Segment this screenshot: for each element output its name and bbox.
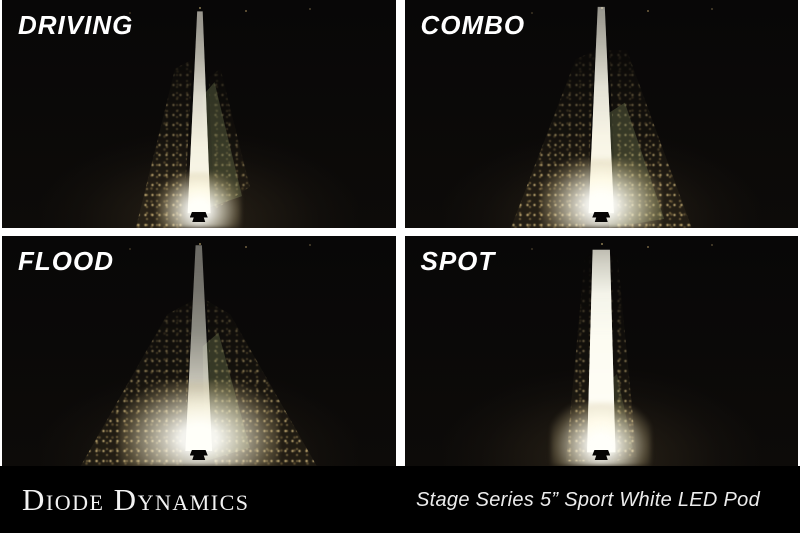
panel-label-driving: DRIVING — [18, 10, 134, 40]
panel-spot: SPOT — [404, 236, 798, 466]
distant-lights — [198, 243, 201, 245]
brand-logo-text: Diode Dynamics — [22, 482, 250, 517]
distant-lights — [601, 243, 604, 245]
panel-combo: COMBO — [404, 0, 798, 228]
panel-label-flood: FLOOD — [18, 246, 114, 276]
led-pod-silhouette — [592, 212, 611, 222]
led-pod-silhouette — [592, 450, 611, 460]
photo-grid: DRIVING COMBO FLOOD — [0, 0, 800, 466]
led-pod-silhouette — [189, 212, 208, 222]
panel-label-combo: COMBO — [420, 10, 526, 40]
led-pod-silhouette — [189, 450, 208, 460]
distant-lights — [198, 7, 201, 9]
panel-label-spot: SPOT — [420, 246, 496, 276]
panel-driving: DRIVING — [2, 0, 396, 228]
panel-flood: FLOOD — [2, 236, 396, 466]
footer-bar: Diode Dynamics Stage Series 5” Sport Whi… — [0, 466, 800, 533]
product-name: Stage Series 5” Sport White LED Pod — [416, 488, 760, 511]
